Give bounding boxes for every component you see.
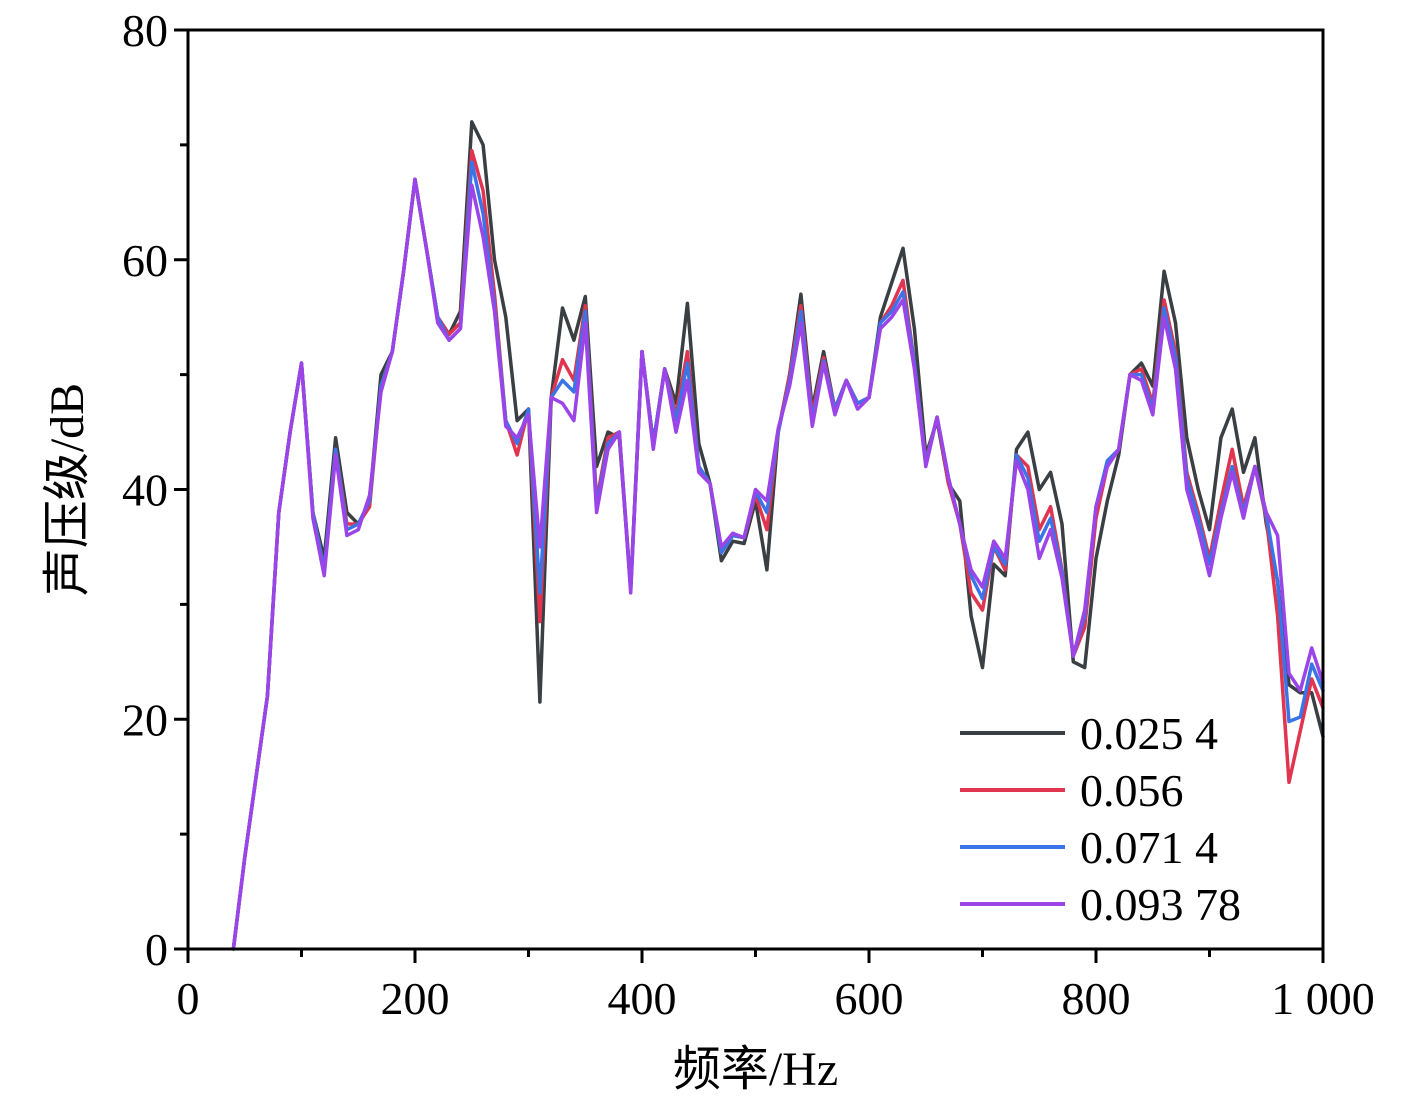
series-lines — [231, 120, 1325, 951]
x-tick-label: 400 — [608, 973, 677, 1024]
x-tick-label: 600 — [835, 973, 904, 1024]
x-tick-label: 800 — [1062, 973, 1131, 1024]
y-tick-label: 80 — [122, 5, 168, 56]
y-axis-title: 声压级/dB — [41, 383, 94, 596]
series-line-4 — [231, 177, 1325, 951]
legend-label-2: 0.056 — [1080, 765, 1184, 816]
plot-frame — [186, 28, 1325, 951]
x-axis-title: 频率/Hz — [673, 1043, 838, 1096]
tick-labels: 0 200 400 600 800 1 000 0 20 40 60 80 — [122, 5, 1375, 1024]
legend-label-4: 0.093 78 — [1080, 879, 1241, 930]
x-tick-label: 200 — [381, 973, 450, 1024]
y-tick-label: 0 — [145, 924, 168, 975]
legend: 0.025 4 0.056 0.071 4 0.093 78 — [960, 708, 1241, 930]
x-tick-label: 1 000 — [1271, 973, 1375, 1024]
y-tick-label: 20 — [122, 694, 168, 745]
x-tick-label: 0 — [177, 973, 200, 1024]
y-tick-label: 40 — [122, 465, 168, 516]
legend-label-1: 0.025 4 — [1080, 708, 1218, 759]
y-tick-label: 60 — [122, 235, 168, 286]
legend-label-3: 0.071 4 — [1080, 822, 1218, 873]
